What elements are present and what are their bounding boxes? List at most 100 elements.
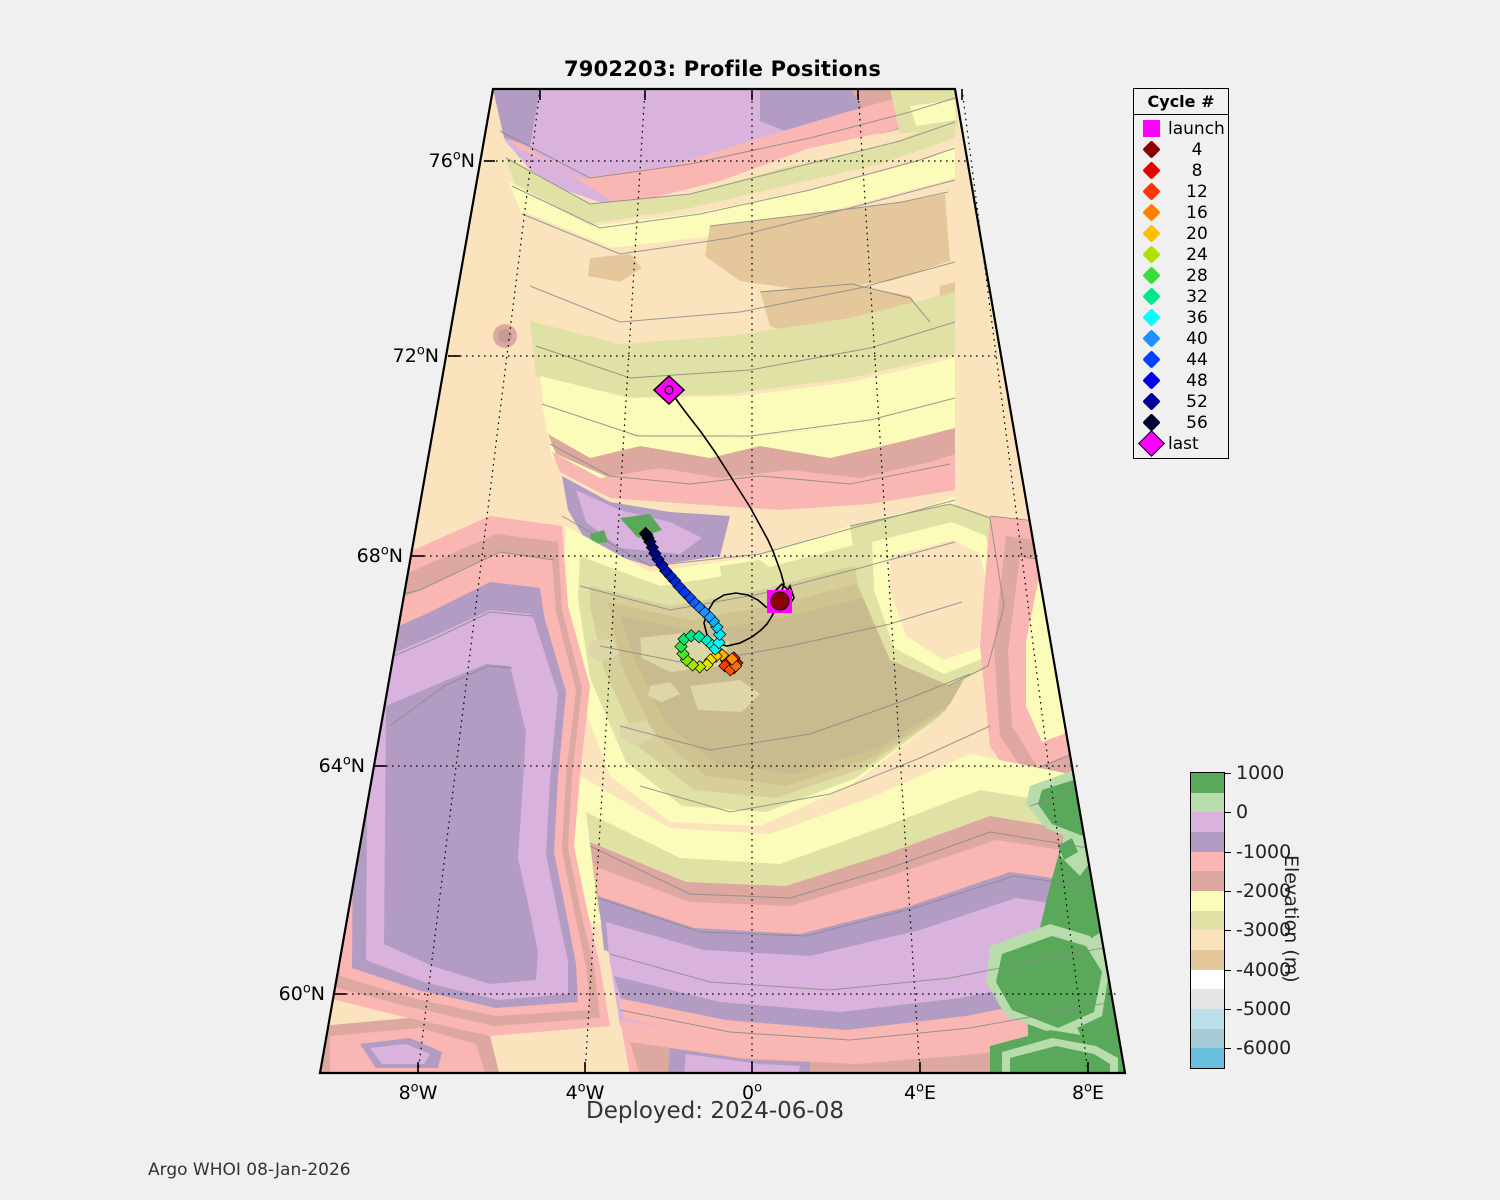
colorbar-band [1191,812,1224,832]
legend-item-16[interactable]: 16 [1134,202,1228,223]
colorbar-tick-label: 1000 [1236,762,1285,784]
colorbar-band [1191,910,1224,931]
legend-swatch-32-icon [1140,287,1162,306]
legend-label: launch [1168,118,1225,139]
colorbar-band [1191,969,1224,990]
profile-point [638,526,653,541]
legend-swatch-20-icon [1140,224,1162,243]
colorbar-band [1191,792,1224,813]
profile-point [718,659,732,673]
legend-label: 28 [1186,265,1208,286]
legend-label: last [1168,433,1199,454]
colorbar-band [1191,871,1224,891]
profile-point [692,630,706,644]
colorbar-tick [1225,930,1231,932]
legend-label: 32 [1186,286,1208,307]
legend-swatch-40-icon [1140,329,1162,348]
map-plot[interactable]: 76oN 72oN 68oN 64oN 60oN 8oW 4oW 0o 4oE … [279,86,1140,1104]
legend-swatch-4-icon [1140,140,1162,159]
legend-swatch-36-icon [1140,308,1162,327]
colorbar-band [1191,930,1224,950]
legend-item-launch[interactable]: launch [1134,118,1228,139]
lon-tick-4e: 4oE [903,1080,937,1104]
page-title: 7902203: Profile Positions [563,57,882,81]
legend-item-8[interactable]: 8 [1134,160,1228,181]
colorbar-band [1191,773,1224,793]
colorbar-tick-label: -4000 [1236,958,1292,981]
lon-tick-8e: 8oE [1071,1080,1105,1104]
legend-label: 4 [1191,139,1203,160]
legend-item-52[interactable]: 52 [1134,391,1228,412]
colorbar-tick-label: 0 [1236,801,1249,824]
profile-point [709,649,723,663]
legend-label: 16 [1186,202,1208,223]
cycle-legend: Cycle # launch 4 8 12 16 20 24 28 32 36 40 44 48 52 56… [1133,88,1229,459]
colorbar-band [1191,1008,1224,1029]
legend-item-44[interactable]: 44 [1134,349,1228,370]
colorbar-gradient [1190,772,1225,1069]
lat-tick-60: 60oN [278,981,325,1005]
profile-point [712,635,726,650]
colorbar-tick [1225,969,1231,971]
legend-swatch-launch-icon [1140,120,1162,137]
bathymetry-layer [320,89,1125,1073]
colorbar-tick [1225,891,1231,892]
legend-swatch-16-icon [1140,203,1162,222]
colorbar-tick [1225,812,1231,814]
legend-label: 20 [1186,223,1208,244]
legend-label: 56 [1186,412,1208,433]
colorbar-tick-label: -6000 [1236,1037,1292,1060]
legend-label: 8 [1191,160,1203,181]
legend-item-32[interactable]: 32 [1134,286,1228,307]
legend-label: 52 [1186,391,1208,412]
colorbar-tick [1225,851,1231,853]
legend-swatch-24-icon [1140,245,1162,264]
colorbar-band [1191,831,1224,852]
lat-tick-68: 68oN [356,543,403,567]
colorbar-tick-label: -2000 [1236,880,1292,902]
elevation-colorbar: 1000 0 -1000 -2000 -3000 -4000 -5000 -6000 [1190,762,1291,1069]
lon-tick-8w: 8oW [398,1080,438,1104]
legend-label: 12 [1186,181,1208,202]
colorbar-band [1191,949,1224,970]
legend-item-28[interactable]: 28 [1134,265,1228,286]
launch-cluster [770,591,790,611]
colorbar-band [1191,890,1224,911]
legend-item-48[interactable]: 48 [1134,370,1228,391]
deployed-caption: Deployed: 2024-06-08 [585,1098,844,1124]
graticule [334,88,1118,1074]
legend-swatch-28-icon [1140,266,1162,285]
legend-swatch-8-icon [1140,161,1162,180]
footer-caption: Argo WHOI 08-Jan-2026 [148,1160,351,1180]
legend-swatch-44-icon [1140,350,1162,369]
colorbar-band [1191,851,1224,872]
colorbar-tick-label: -5000 [1236,998,1292,1020]
legend-item-24[interactable]: 24 [1134,244,1228,265]
legend-swatch-12-icon [1140,182,1162,201]
legend-item-40[interactable]: 40 [1134,328,1228,349]
lon-tick-4w: 4oW [565,1080,605,1104]
map-frame [318,87,1127,1075]
legend-label: 44 [1186,349,1208,370]
legend-item-4[interactable]: 4 [1134,139,1228,160]
legend-item-56[interactable]: 56 [1134,412,1228,433]
legend-label: 36 [1186,307,1208,328]
legend-item-last[interactable]: last [1134,430,1228,457]
legend-swatch-last-icon [1137,430,1165,457]
legend-label: 24 [1186,244,1208,265]
colorbar-band [1191,989,1224,1009]
colorbar-tick [1225,1048,1231,1050]
last-marker [652,374,686,406]
legend-item-20[interactable]: 20 [1134,223,1228,244]
lat-tick-64: 64oN [318,753,365,777]
colorbar-tick [1225,773,1231,774]
legend-item-36[interactable]: 36 [1134,307,1228,328]
lon-tick-0: 0o [741,1080,763,1104]
legend-item-12[interactable]: 12 [1134,181,1228,202]
legend-label: 40 [1186,328,1208,349]
profile-point [725,652,739,666]
colorbar-tick-label: -1000 [1236,840,1292,863]
legend-label: 48 [1186,370,1208,391]
colorbar-tick-label: -3000 [1236,919,1292,942]
